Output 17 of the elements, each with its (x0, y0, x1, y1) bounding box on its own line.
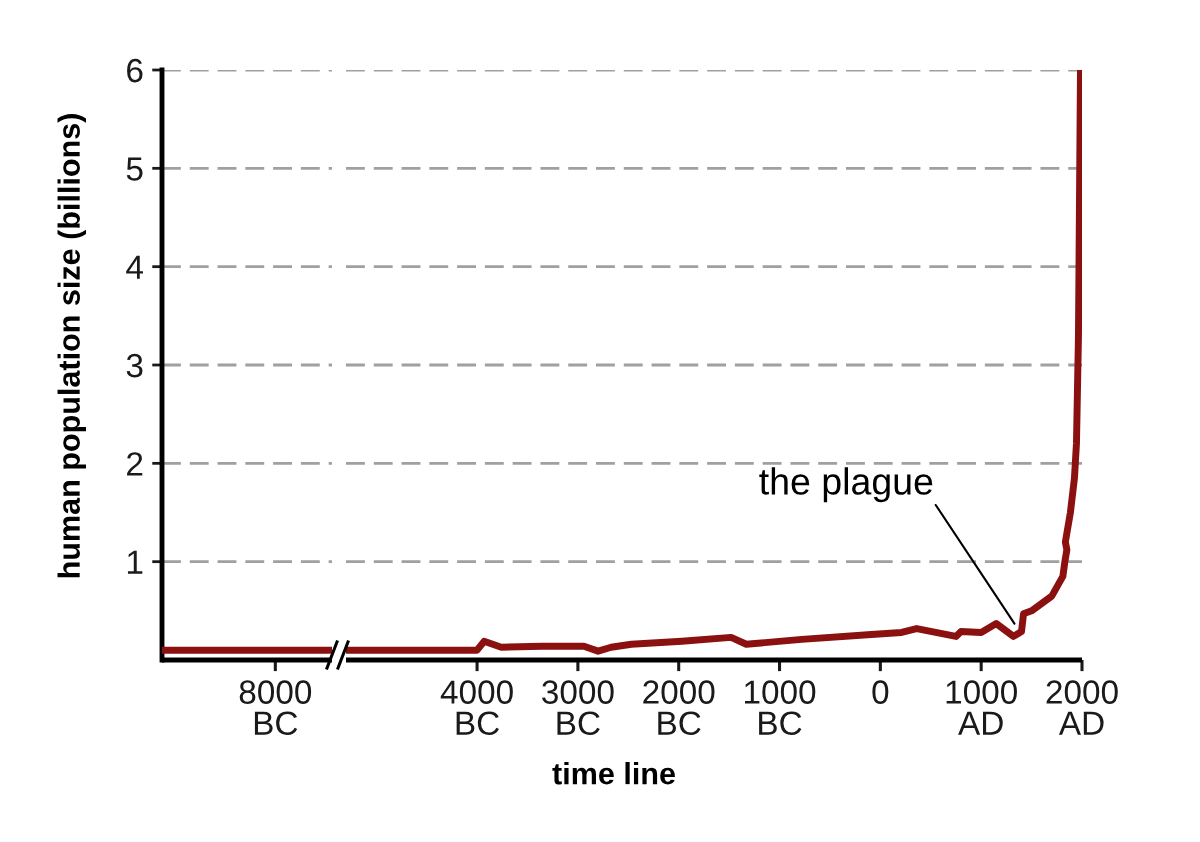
x-tick-label: 2000 AD (1046, 680, 1118, 735)
y-tick-label: 3 (126, 353, 143, 378)
y-tick-label: 2 (127, 452, 143, 476)
x-tick-label: 8000 BC (239, 680, 312, 735)
x-axis-title: time line (552, 762, 675, 785)
y-tick-label: 1 (127, 550, 143, 574)
y-tick-label: 4 (126, 255, 143, 279)
x-tick-label: 1000 AD (946, 680, 1017, 735)
annotation: the plague (759, 467, 933, 503)
y-tick-label: 6 (127, 58, 143, 83)
y-axis-title: human population size (billions) (57, 114, 86, 578)
x-tick-label: 1000 BC (745, 680, 816, 735)
x-tick-label: 2000 BC (643, 680, 715, 735)
x-tick-label: 0 (872, 680, 889, 704)
x-tick-label: 3000 BC (542, 680, 614, 735)
x-tick-label: 4000 BC (440, 680, 513, 735)
y-tick-label: 5 (126, 157, 143, 181)
